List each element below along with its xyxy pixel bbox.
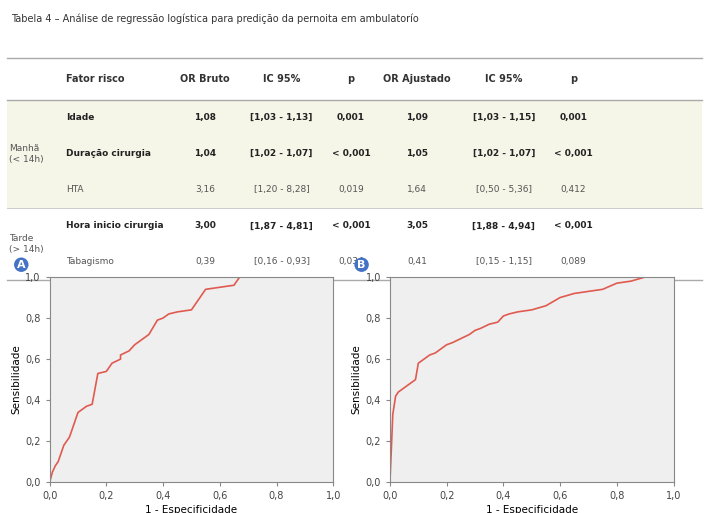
Text: 3,05: 3,05 <box>406 222 428 230</box>
Text: [1,03 - 1,13]: [1,03 - 1,13] <box>250 113 313 122</box>
Text: Fator risco: Fator risco <box>66 74 125 84</box>
Text: < 0,001: < 0,001 <box>332 222 370 230</box>
Text: [0,15 - 1,15]: [0,15 - 1,15] <box>476 258 532 266</box>
Text: 1,04: 1,04 <box>194 149 216 159</box>
Text: 3,16: 3,16 <box>195 185 215 194</box>
Y-axis label: Sensibilidade: Sensibilidade <box>351 345 362 415</box>
X-axis label: 1 - Especificidade: 1 - Especificidade <box>145 505 238 513</box>
Text: 1,08: 1,08 <box>194 113 216 122</box>
Text: p: p <box>570 74 577 84</box>
Text: Hora inicio cirurgia: Hora inicio cirurgia <box>66 222 164 230</box>
Text: 0,019: 0,019 <box>338 185 364 194</box>
Text: [0,50 - 5,36]: [0,50 - 5,36] <box>476 185 532 194</box>
Text: 1,09: 1,09 <box>406 113 428 122</box>
Text: [1,87 - 4,81]: [1,87 - 4,81] <box>250 222 313 230</box>
Text: [1,20 - 8,28]: [1,20 - 8,28] <box>254 185 309 194</box>
Text: [1,02 - 1,07]: [1,02 - 1,07] <box>473 149 535 159</box>
Text: 1,05: 1,05 <box>406 149 428 159</box>
Text: [1,02 - 1,07]: [1,02 - 1,07] <box>250 149 313 159</box>
Bar <box>7 208 702 280</box>
Bar <box>7 100 702 208</box>
Text: < 0,001: < 0,001 <box>332 149 370 159</box>
X-axis label: 1 - Especificidade: 1 - Especificidade <box>486 505 578 513</box>
Text: IC 95%: IC 95% <box>485 74 523 84</box>
Text: HTA: HTA <box>66 185 84 194</box>
Text: 0,001: 0,001 <box>337 113 365 122</box>
Text: Idade: Idade <box>66 113 94 122</box>
Text: A: A <box>17 260 26 270</box>
Text: [0,16 - 0,93]: [0,16 - 0,93] <box>254 258 310 266</box>
Text: OR Ajustado: OR Ajustado <box>384 74 451 84</box>
Text: 0,41: 0,41 <box>407 258 427 266</box>
Text: Tabagismo: Tabagismo <box>66 258 114 266</box>
Text: OR Bruto: OR Bruto <box>180 74 230 84</box>
Text: IC 95%: IC 95% <box>263 74 300 84</box>
Text: 0,39: 0,39 <box>195 258 215 266</box>
Text: < 0,001: < 0,001 <box>554 222 593 230</box>
Y-axis label: Sensibilidade: Sensibilidade <box>11 345 21 415</box>
Text: Tabela 4 – Análise de regressão logística para predição da pernoita em ambulator: Tabela 4 – Análise de regressão logístic… <box>11 13 418 24</box>
Text: B: B <box>357 260 366 270</box>
Text: [1,03 - 1,15]: [1,03 - 1,15] <box>473 113 535 122</box>
Text: 0,412: 0,412 <box>561 185 586 194</box>
Text: Tarde
(> 14h): Tarde (> 14h) <box>9 234 44 253</box>
Text: 0,001: 0,001 <box>559 113 587 122</box>
Text: Manhã
(< 14h): Manhã (< 14h) <box>9 144 44 164</box>
Text: p: p <box>347 74 354 84</box>
Text: 3,00: 3,00 <box>194 222 216 230</box>
Text: Duração cirurgia: Duração cirurgia <box>66 149 151 159</box>
Text: 0,089: 0,089 <box>561 258 586 266</box>
Bar <box>7 58 702 100</box>
Text: 1,64: 1,64 <box>407 185 427 194</box>
Text: 0,034: 0,034 <box>338 258 364 266</box>
Text: < 0,001: < 0,001 <box>554 149 593 159</box>
Text: [1,88 - 4,94]: [1,88 - 4,94] <box>472 222 535 230</box>
